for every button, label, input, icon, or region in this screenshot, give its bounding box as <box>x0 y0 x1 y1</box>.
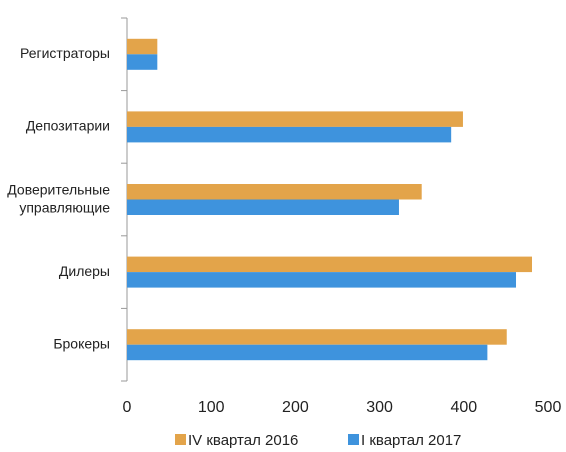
bar <box>127 54 158 70</box>
bar <box>127 126 452 143</box>
y-tick-label: Депозитарии <box>26 118 110 134</box>
bar <box>127 329 507 345</box>
y-tick-label: Доверительные управляющие <box>7 181 110 215</box>
bar <box>127 272 517 288</box>
bar <box>127 344 488 361</box>
x-tick-label: 500 <box>535 399 562 416</box>
y-tick-label: Регистраторы <box>20 45 110 61</box>
y-tick-label: Брокеры <box>53 335 110 351</box>
bar <box>127 184 422 200</box>
y-tick-label: Дилеры <box>59 263 110 279</box>
legend-swatch <box>348 434 359 445</box>
x-tick-label: 300 <box>366 399 393 416</box>
legend-label: IV квартал 2016 <box>188 432 298 449</box>
bar <box>127 199 399 215</box>
bar <box>127 38 158 55</box>
x-tick-label: 400 <box>450 399 477 416</box>
x-tick-label: 0 <box>123 399 132 416</box>
legend-label: I квартал 2017 <box>361 432 461 449</box>
bar <box>127 111 463 127</box>
x-tick-label: 100 <box>198 399 225 416</box>
legend-swatch <box>175 434 186 445</box>
bar <box>127 256 533 273</box>
x-tick-label: 200 <box>282 399 309 416</box>
